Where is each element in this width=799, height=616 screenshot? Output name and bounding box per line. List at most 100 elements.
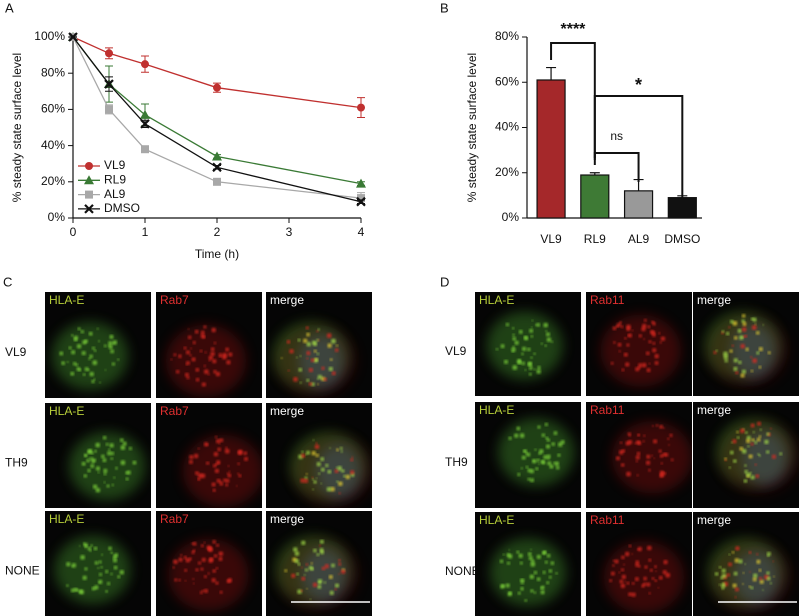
speckle bbox=[192, 578, 195, 580]
speckle bbox=[59, 351, 64, 356]
speckle bbox=[94, 585, 99, 590]
speckle bbox=[70, 371, 75, 376]
speckle bbox=[550, 340, 554, 344]
speckle bbox=[715, 349, 718, 352]
speckle bbox=[645, 460, 651, 465]
speckle bbox=[92, 346, 95, 350]
speckle bbox=[192, 541, 197, 546]
speckle bbox=[750, 442, 754, 446]
speckle bbox=[212, 540, 216, 544]
speckle bbox=[546, 337, 552, 342]
speckle bbox=[545, 444, 551, 449]
speckle bbox=[293, 547, 298, 552]
speckle bbox=[728, 326, 731, 329]
speckle bbox=[341, 469, 345, 473]
speckle bbox=[93, 378, 96, 381]
speckle bbox=[662, 570, 667, 575]
micrograph: Rab11 bbox=[586, 402, 692, 508]
speckle bbox=[756, 351, 760, 355]
speckle bbox=[621, 555, 625, 560]
speckle bbox=[321, 566, 326, 571]
bracket bbox=[593, 152, 640, 182]
speckle bbox=[221, 354, 227, 360]
speckle bbox=[125, 477, 129, 481]
marker bbox=[105, 49, 113, 58]
speckle bbox=[541, 585, 545, 590]
speckle bbox=[661, 471, 665, 474]
speckle bbox=[638, 363, 643, 368]
column-label: Rab11 bbox=[590, 293, 625, 307]
speckle bbox=[657, 586, 660, 589]
speckle bbox=[316, 462, 321, 467]
speckle bbox=[618, 449, 624, 455]
speckle bbox=[758, 365, 762, 369]
marker bbox=[212, 162, 222, 173]
row-label: VL9 bbox=[5, 345, 27, 359]
speckle bbox=[119, 438, 124, 443]
speckle bbox=[654, 361, 659, 365]
marker bbox=[141, 145, 149, 154]
row-label: TH9 bbox=[445, 455, 468, 469]
speckle bbox=[536, 458, 540, 462]
speckle bbox=[311, 451, 316, 456]
speckle bbox=[87, 546, 92, 551]
x-tick-label: 2 bbox=[214, 225, 221, 239]
speckle bbox=[303, 478, 309, 484]
speckle bbox=[200, 567, 204, 571]
speckle bbox=[306, 341, 312, 347]
speckle bbox=[93, 546, 98, 551]
speckle bbox=[340, 569, 346, 574]
speckle bbox=[203, 325, 207, 329]
speckle bbox=[721, 568, 726, 573]
speckle bbox=[527, 552, 532, 556]
speckle bbox=[170, 358, 173, 361]
speckle bbox=[660, 336, 666, 341]
speckle bbox=[507, 561, 511, 565]
speckle bbox=[550, 561, 555, 565]
speckle bbox=[751, 325, 757, 330]
speckle bbox=[759, 579, 764, 584]
speckle bbox=[720, 583, 726, 589]
speckle bbox=[317, 579, 323, 584]
speckle bbox=[189, 354, 192, 357]
speckle bbox=[207, 572, 210, 575]
speckle bbox=[741, 582, 744, 585]
speckle bbox=[752, 358, 758, 364]
speckle bbox=[524, 599, 528, 602]
speckle bbox=[95, 442, 101, 448]
column-label: HLA-E bbox=[479, 513, 514, 527]
speckle bbox=[335, 466, 338, 469]
speckle bbox=[297, 562, 301, 566]
speckle bbox=[87, 468, 91, 473]
speckle bbox=[766, 432, 770, 436]
speckle bbox=[297, 338, 301, 342]
speckle bbox=[521, 455, 526, 460]
speckle bbox=[738, 559, 743, 564]
cell-body bbox=[710, 541, 791, 614]
speckle bbox=[204, 575, 207, 578]
speckle bbox=[756, 559, 761, 564]
micrograph: merge bbox=[693, 292, 799, 396]
row-label: TH9 bbox=[5, 456, 28, 470]
speckle bbox=[314, 444, 320, 449]
speckle bbox=[643, 319, 647, 322]
speckle bbox=[530, 548, 532, 551]
speckle bbox=[741, 448, 747, 454]
speckle bbox=[641, 323, 647, 329]
speckle bbox=[96, 327, 99, 330]
speckle bbox=[549, 464, 554, 469]
speckle bbox=[732, 320, 738, 326]
speckle bbox=[751, 438, 755, 442]
speckle bbox=[66, 360, 69, 363]
speckle bbox=[75, 588, 79, 592]
speckle bbox=[103, 472, 107, 476]
speckle bbox=[756, 553, 759, 556]
speckle bbox=[540, 459, 545, 464]
speckle bbox=[88, 357, 91, 361]
speckle bbox=[189, 454, 194, 460]
speckle bbox=[325, 463, 329, 468]
speckle bbox=[628, 333, 632, 338]
micrograph: Rab7 bbox=[156, 292, 262, 398]
speckle bbox=[758, 347, 763, 352]
